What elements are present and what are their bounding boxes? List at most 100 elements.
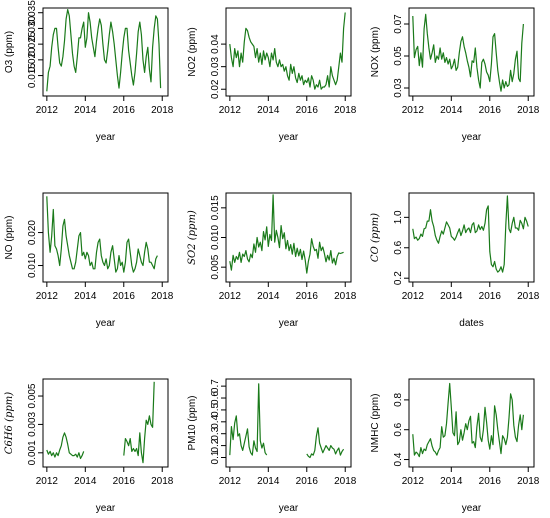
y-axis-label: NO2 (ppm): [187, 27, 198, 76]
y-tick-label: 0.6: [210, 391, 221, 405]
x-axis-label: year: [279, 318, 299, 329]
x-tick-label: 2014: [74, 476, 97, 487]
series-line: [46, 9, 162, 92]
x-tick-label: 2016: [479, 105, 502, 116]
x-tick-label: 2016: [113, 476, 136, 487]
y-tick-label: 0.5: [210, 403, 221, 417]
y-tick-label: 1.0: [393, 210, 404, 224]
y-tick-label: 0.6: [393, 240, 404, 254]
panel-8: 2012 2014 2016 2018 0.10.20.30.40.50.60.7 yea…: [187, 378, 357, 514]
y-tick-label: 0.05: [393, 46, 404, 66]
x-tick-label: 2018: [151, 476, 174, 487]
x-axis-label: dates: [459, 318, 483, 329]
x-axis-label: year: [96, 318, 116, 329]
y-tick-label: 0.02: [210, 79, 221, 99]
plot-frame: [42, 378, 169, 468]
series-line: [46, 381, 155, 464]
panel-1: 2012 2014 2016 2018 0.0150.0200.0250.0300.03…: [4, 0, 174, 143]
y-tick-label: 0.3: [210, 426, 221, 440]
x-tick-label: 2016: [113, 291, 136, 302]
series-line: [412, 382, 524, 458]
y-tick-label: 0.4: [210, 414, 221, 428]
y-tick-label: 0.030: [27, 15, 38, 40]
series-line: [412, 195, 529, 273]
plot-frame: [225, 7, 352, 97]
plot-frame: [225, 192, 352, 283]
x-tick-label: 2012: [402, 476, 425, 487]
y-axis-label: CO (ppm): [370, 213, 381, 262]
x-tick-label: 2012: [219, 105, 242, 116]
y-axis-label: SO2 (ppm): [187, 210, 198, 265]
y-tick-label: 0.015: [210, 195, 221, 220]
x-tick-label: 2016: [296, 105, 319, 116]
x-axis-label: year: [279, 132, 299, 143]
y-tick-label: 0.010: [210, 225, 221, 250]
series-line: [46, 196, 158, 273]
x-tick-label: 2018: [517, 476, 540, 487]
x-tick-label: 2018: [151, 291, 174, 302]
x-tick-label: 2018: [334, 105, 357, 116]
series-line: [229, 12, 346, 90]
y-tick-label: 0.4: [393, 452, 404, 466]
x-tick-label: 2016: [113, 105, 136, 116]
y-tick-label: 0.005: [27, 383, 38, 408]
y-tick-label: 0.015: [27, 63, 38, 88]
x-tick-label: 2012: [36, 476, 59, 487]
x-tick-label: 2018: [151, 105, 174, 116]
panel-6: 2012 2014 2016 2018 0.2 0.6 1.0 dates CO (ppm): [370, 192, 540, 329]
x-axis-label: year: [462, 503, 482, 514]
x-axis-label: year: [96, 503, 116, 514]
x-tick-label: 2012: [219, 476, 242, 487]
x-tick-label: 2014: [440, 291, 463, 302]
x-tick-label: 2014: [257, 476, 280, 487]
y-tick-label: 0.7: [210, 379, 221, 393]
x-axis-label: year: [96, 132, 116, 143]
panel-9: 2012 2014 2016 2018 0.4 0.6 0.8 year NMHC (ppm): [370, 378, 540, 514]
panel-4: 2012 2014 2016 2018 0.010 0.020 year NO (ppm): [4, 192, 174, 329]
x-tick-label: 2016: [479, 291, 502, 302]
y-tick-label: 0.025: [27, 31, 38, 56]
x-tick-label: 2014: [257, 105, 280, 116]
y-tick-label: 0.03: [393, 78, 404, 98]
x-tick-label: 2016: [296, 291, 319, 302]
x-tick-label: 2014: [257, 291, 280, 302]
x-tick-label: 2012: [36, 291, 59, 302]
y-tick-label: 0.003: [27, 411, 38, 436]
y-tick-label: 0.8: [393, 392, 404, 406]
x-tick-label: 2018: [334, 291, 357, 302]
x-tick-label: 2014: [440, 476, 463, 487]
x-tick-label: 2016: [296, 476, 319, 487]
y-tick-label: 0.04: [210, 34, 221, 54]
plot-frame: [42, 7, 169, 97]
series-line: [412, 13, 524, 92]
panel-2: 2012 2014 2016 2018 0.02 0.03 0.04 year NO2 (ppm…: [187, 7, 357, 143]
series-line: [229, 194, 344, 274]
plot-frame: [42, 192, 169, 283]
y-axis-label: PM10 (ppm): [187, 395, 198, 450]
y-axis-label: NO (ppm): [4, 216, 15, 260]
y-tick-label: 0.010: [27, 253, 38, 278]
x-axis-label: year: [279, 503, 299, 514]
series-line: [229, 383, 345, 459]
y-axis-label: NMHC (ppm): [370, 394, 381, 453]
plot-frame: [408, 192, 535, 283]
y-tick-label: 0.03: [210, 56, 221, 76]
x-tick-label: 2018: [517, 291, 540, 302]
plot-frame: [408, 7, 535, 97]
panel-7: 2012 2014 2016 2018 0.001 0.003 0.005 year C6H6 …: [4, 378, 174, 514]
y-tick-label: 0.035: [27, 0, 38, 25]
x-tick-label: 2012: [402, 105, 425, 116]
x-tick-label: 2012: [36, 105, 59, 116]
y-tick-label: 0.001: [27, 440, 38, 465]
plot-frame: [408, 378, 535, 468]
y-tick-label: 0.1: [210, 450, 221, 464]
y-axis-label: C6H6 (ppm): [4, 392, 15, 454]
y-tick-label: 0.005: [210, 254, 221, 279]
y-axis-label: NOX (ppm): [370, 27, 381, 78]
y-tick-label: 0.2: [210, 438, 221, 452]
x-tick-label: 2018: [517, 105, 540, 116]
x-tick-label: 2012: [402, 291, 425, 302]
y-tick-label: 0.2: [393, 271, 404, 285]
x-tick-label: 2012: [219, 291, 242, 302]
